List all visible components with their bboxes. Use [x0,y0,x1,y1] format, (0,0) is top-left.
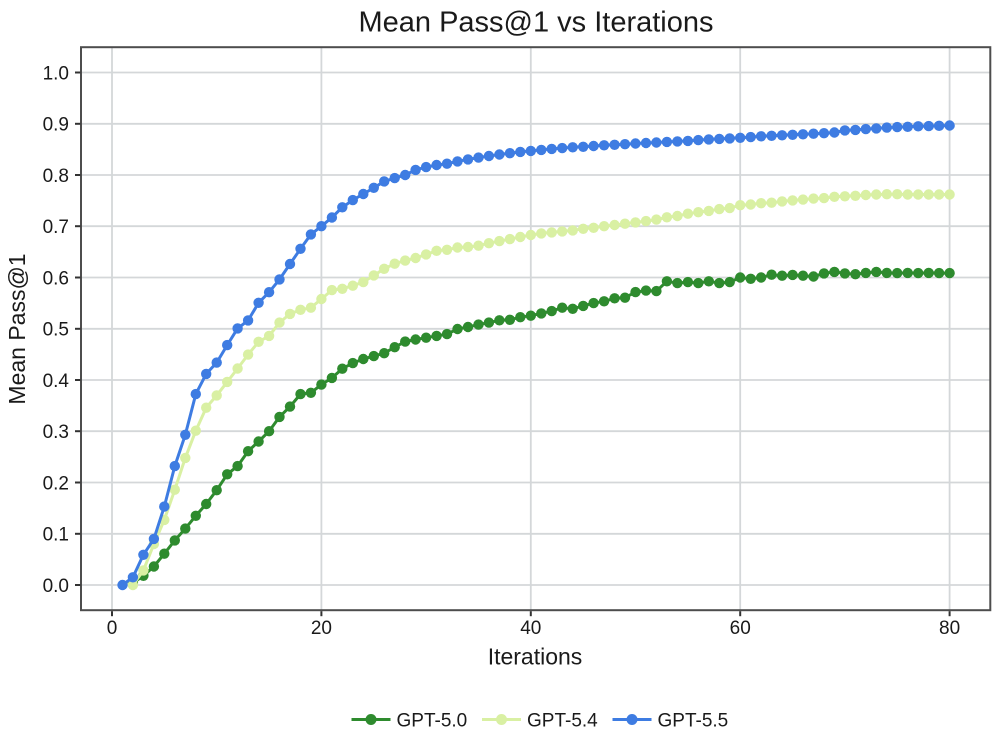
svg-text:40: 40 [520,618,541,639]
svg-text:0.8: 0.8 [43,166,69,187]
svg-text:0.5: 0.5 [43,320,69,341]
svg-text:0.1: 0.1 [43,525,69,546]
svg-text:60: 60 [730,618,751,639]
svg-text:GPT-5.4: GPT-5.4 [527,711,598,732]
svg-text:1.0: 1.0 [43,63,69,84]
svg-text:GPT-5.0: GPT-5.0 [397,711,468,732]
svg-text:0.4: 0.4 [43,371,70,392]
svg-text:0.2: 0.2 [43,473,69,494]
svg-text:80: 80 [939,618,960,639]
svg-text:0.0: 0.0 [43,576,69,597]
svg-text:Iterations: Iterations [488,644,583,670]
svg-text:GPT-5.5: GPT-5.5 [658,711,729,732]
svg-text:Mean Pass@1 vs Iterations: Mean Pass@1 vs Iterations [358,7,713,39]
svg-text:Mean Pass@1: Mean Pass@1 [4,253,30,404]
svg-text:0: 0 [107,618,118,639]
svg-text:0.6: 0.6 [43,268,69,289]
svg-text:0.9: 0.9 [43,115,69,136]
svg-text:20: 20 [311,618,332,639]
svg-text:0.7: 0.7 [43,217,69,238]
svg-text:0.3: 0.3 [43,422,69,443]
